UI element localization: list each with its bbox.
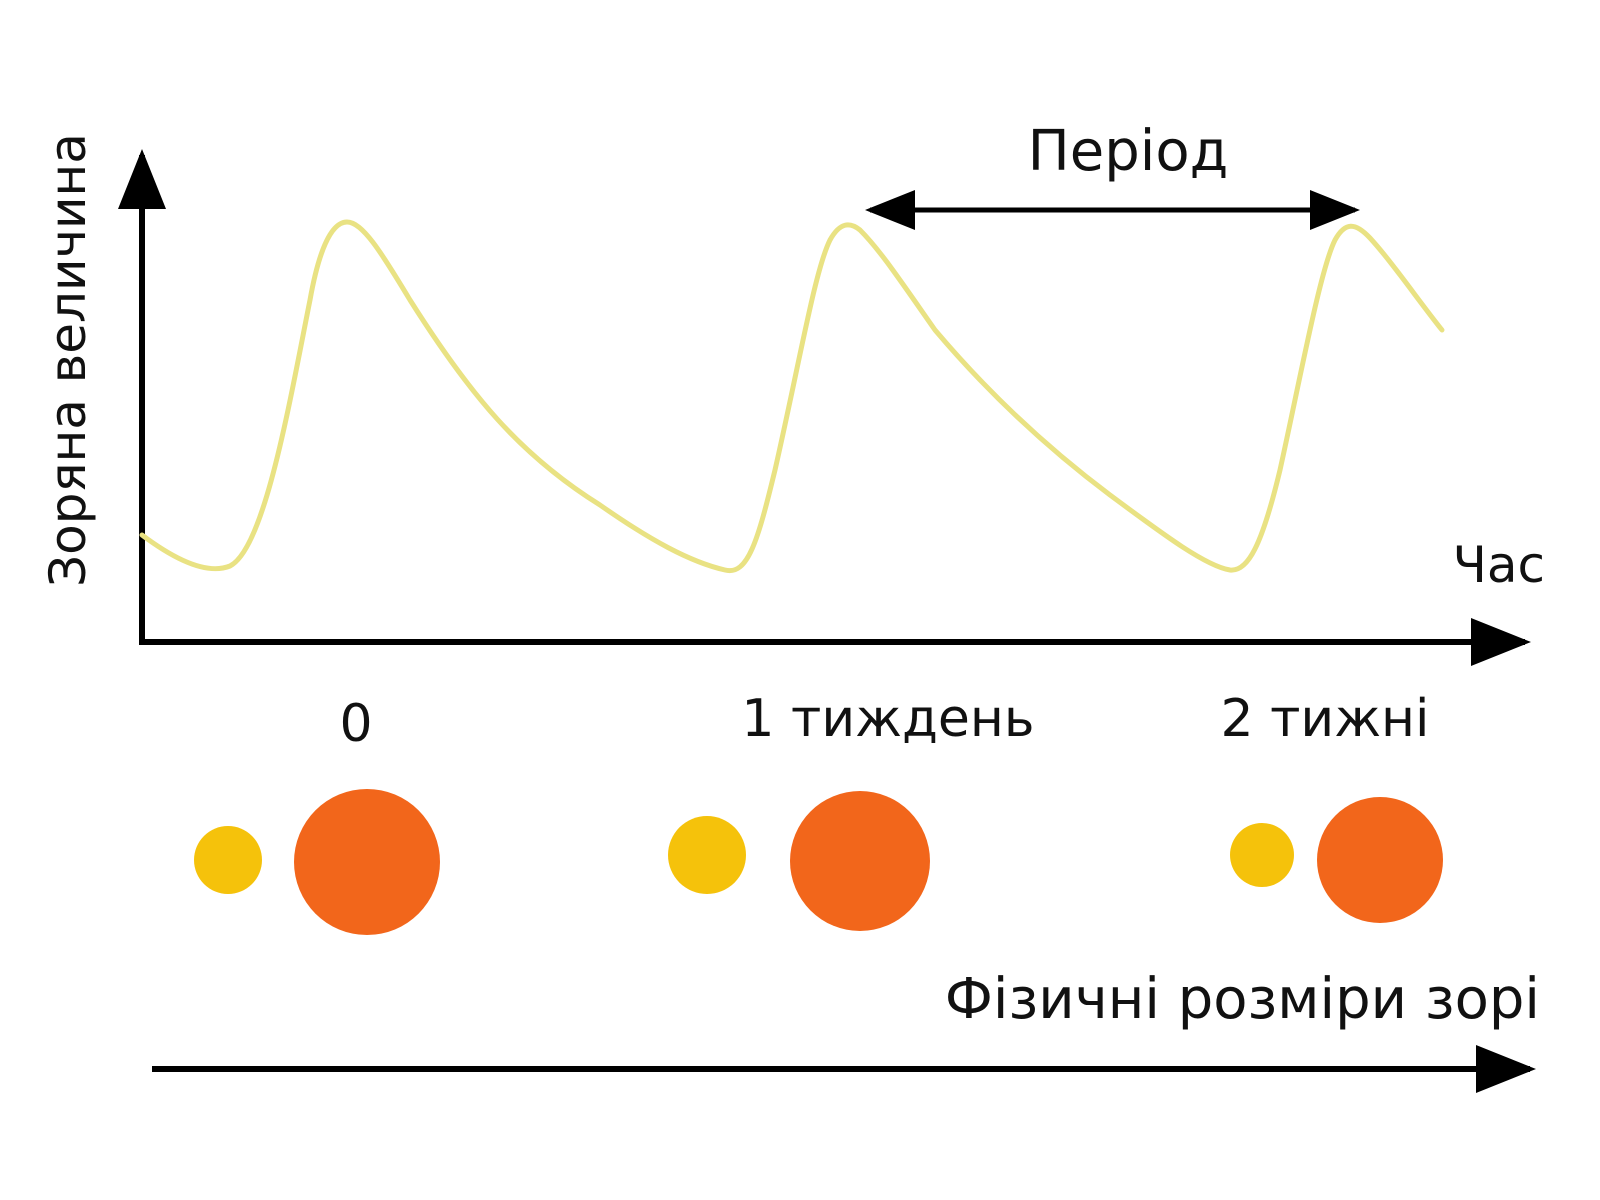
small-star (194, 826, 262, 894)
y-axis-label: Зоряна величина (39, 133, 97, 587)
time-label-1-week: 1 тиждень (741, 689, 1034, 749)
large-star (294, 789, 440, 935)
small-star (668, 816, 746, 894)
light-curve (139, 219, 1445, 574)
time-label-0: 0 (339, 694, 372, 754)
large-star (790, 791, 930, 931)
small-star (1230, 823, 1294, 887)
large-star (1317, 797, 1443, 923)
star-pair-1 (668, 791, 930, 931)
x-axis-label: Час (1453, 536, 1545, 594)
size-axis-label: Фізичні розміри зорі (945, 967, 1540, 1032)
star-pair-2 (1230, 797, 1443, 923)
time-label-2-weeks: 2 тижні (1221, 689, 1430, 749)
period-label: Період (1028, 119, 1229, 184)
star-pair-0 (194, 789, 440, 935)
